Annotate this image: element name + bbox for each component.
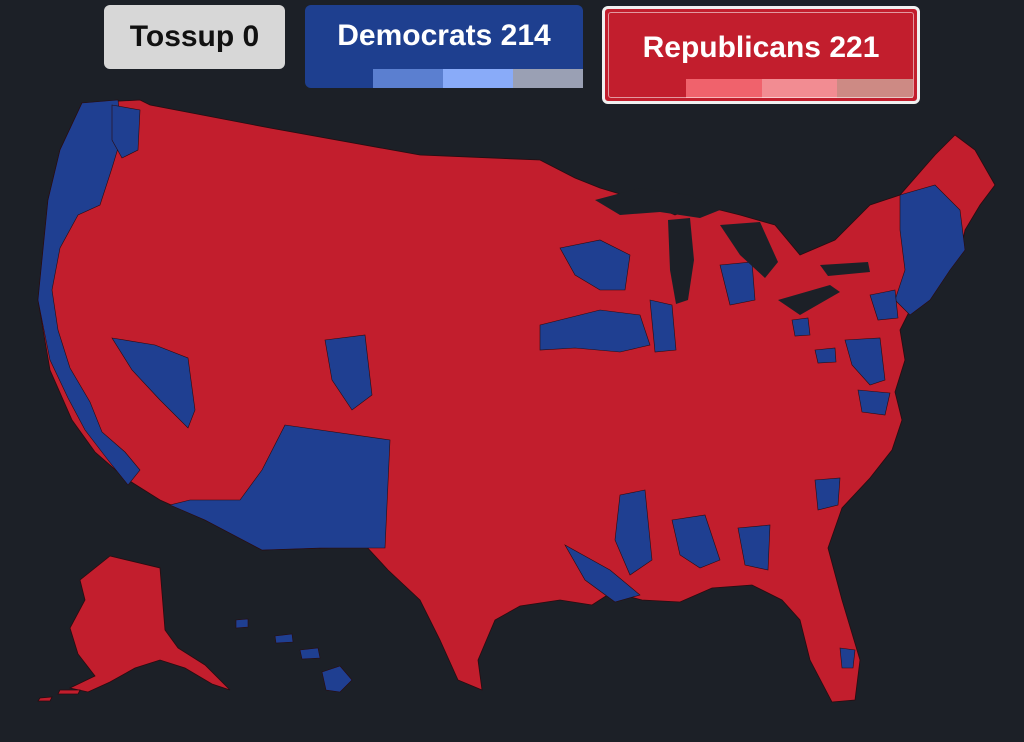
republicans-tilt-segment <box>837 79 914 98</box>
lake-ontario <box>820 262 870 276</box>
lake-michigan <box>668 218 694 304</box>
nevada-dem-district[interactable] <box>111 337 196 429</box>
maryland-dem-district[interactable] <box>844 337 886 386</box>
democrats-rating-bar <box>373 69 583 88</box>
hawaii-maui-dem-district[interactable] <box>299 647 321 660</box>
chicago-dem-district[interactable] <box>649 299 677 353</box>
democrats-tally-button[interactable]: Democrats 214 <box>305 5 583 88</box>
lake-superior <box>595 188 720 218</box>
lake-erie <box>778 285 840 315</box>
pittsburgh-dem-district[interactable] <box>814 347 837 364</box>
salt-lake-dem-district[interactable] <box>324 334 373 411</box>
tossup-tally-label: Tossup 0 <box>129 20 260 53</box>
republicans-tally-button[interactable]: Republicans 221 <box>602 6 920 104</box>
southwest-dem-district[interactable] <box>169 424 391 551</box>
alaska-aleutian-islands <box>37 689 81 702</box>
republicans-likely-segment <box>686 79 762 98</box>
democrats-likely-segment <box>373 69 443 88</box>
tossup-tally-button[interactable]: Tossup 0 <box>104 5 285 69</box>
northeast-dem-district[interactable] <box>894 184 966 316</box>
alaska-republican-area[interactable] <box>68 555 231 693</box>
republicans-rating-bar <box>686 79 914 98</box>
republicans-lean-segment <box>761 79 838 98</box>
democrats-tally-label: Democrats 214 <box>337 19 551 52</box>
wisconsin-dem-district[interactable] <box>539 309 651 353</box>
ohio-dem-district[interactable] <box>791 317 811 337</box>
minnesota-dem-district[interactable] <box>559 239 631 291</box>
democratic-districts <box>37 99 966 693</box>
nyc-dem-district[interactable] <box>869 289 899 321</box>
great-lakes <box>595 188 870 315</box>
democrats-lean-segment <box>443 69 513 88</box>
democrats-tilt-segment <box>513 69 583 88</box>
west-coast-dem-district[interactable] <box>37 99 141 486</box>
mississippi-dem-district[interactable] <box>614 489 653 576</box>
florida-dem-district[interactable] <box>839 647 856 669</box>
alabama-dem-district[interactable] <box>671 514 721 569</box>
virginia-dem-district[interactable] <box>857 389 891 416</box>
republicans-tally-label: Republicans 221 <box>642 31 880 64</box>
hawaii-oahu-dem-district[interactable] <box>274 633 294 644</box>
hawaii-main-island-dem-district[interactable] <box>321 665 353 693</box>
michigan-dem-district[interactable] <box>719 261 756 306</box>
hawaii-kauai-dem-district[interactable] <box>235 618 249 629</box>
lake-huron <box>720 222 778 278</box>
seattle-dem-district[interactable] <box>111 104 141 159</box>
louisiana-dem-district[interactable] <box>564 544 641 603</box>
charlotte-dem-district[interactable] <box>814 477 841 511</box>
georgia-dem-district[interactable] <box>737 524 771 571</box>
